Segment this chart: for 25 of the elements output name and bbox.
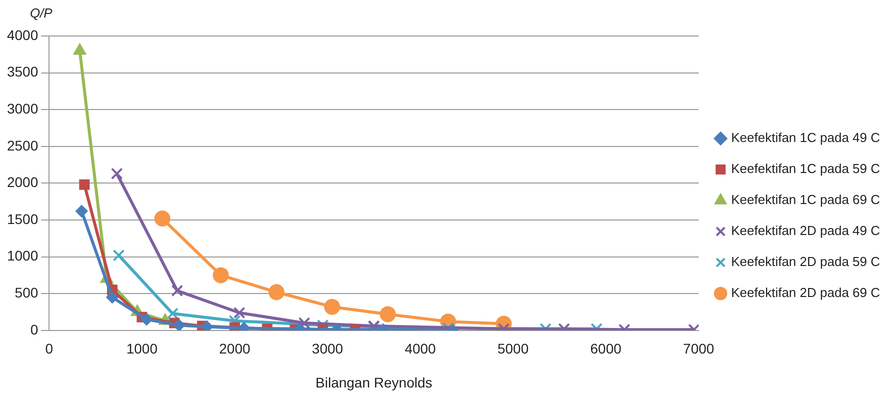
x-axis-title: Bilangan Reynolds [316,374,432,390]
y-tick-label: 3500 [6,64,38,80]
x-tick-label: 2000 [219,340,250,357]
y-tick-label: 1500 [6,210,38,227]
y-tick-label: 4000 [6,26,38,43]
x-tick-label: 0 [45,340,54,357]
legend-label: Keefektifan 1C pada 49 C [731,130,880,146]
y-tick-label: 500 [14,284,38,300]
legend-label: Keefektifan 2D pada 49 C [731,223,880,238]
x-tick-label: 4000 [404,340,436,357]
x-tick-label: 6000 [590,340,622,357]
x-tick-label: 3000 [312,340,344,357]
y-tick-label: 1000 [6,248,38,264]
y-tick-label: 0 [30,321,38,338]
x-tick-label: 7000 [683,340,714,357]
x-tick-label: 5000 [497,340,529,357]
legend-label: Keefektifan 2D pada 59 C [731,254,880,270]
y-tick-label: 2500 [6,137,38,154]
legend-label: Keefektifan 1C pada 69 C [731,192,880,208]
y-axis-title: Q/P [30,6,53,21]
y-tick-label: 2000 [6,174,38,190]
x-tick-label: 1000 [126,340,158,357]
legend-label: Keefektifan 2D pada 69 C [731,285,880,300]
legend-label: Keefektifan 1C pada 59 C [731,161,880,176]
y-tick-label: 3000 [6,100,38,116]
